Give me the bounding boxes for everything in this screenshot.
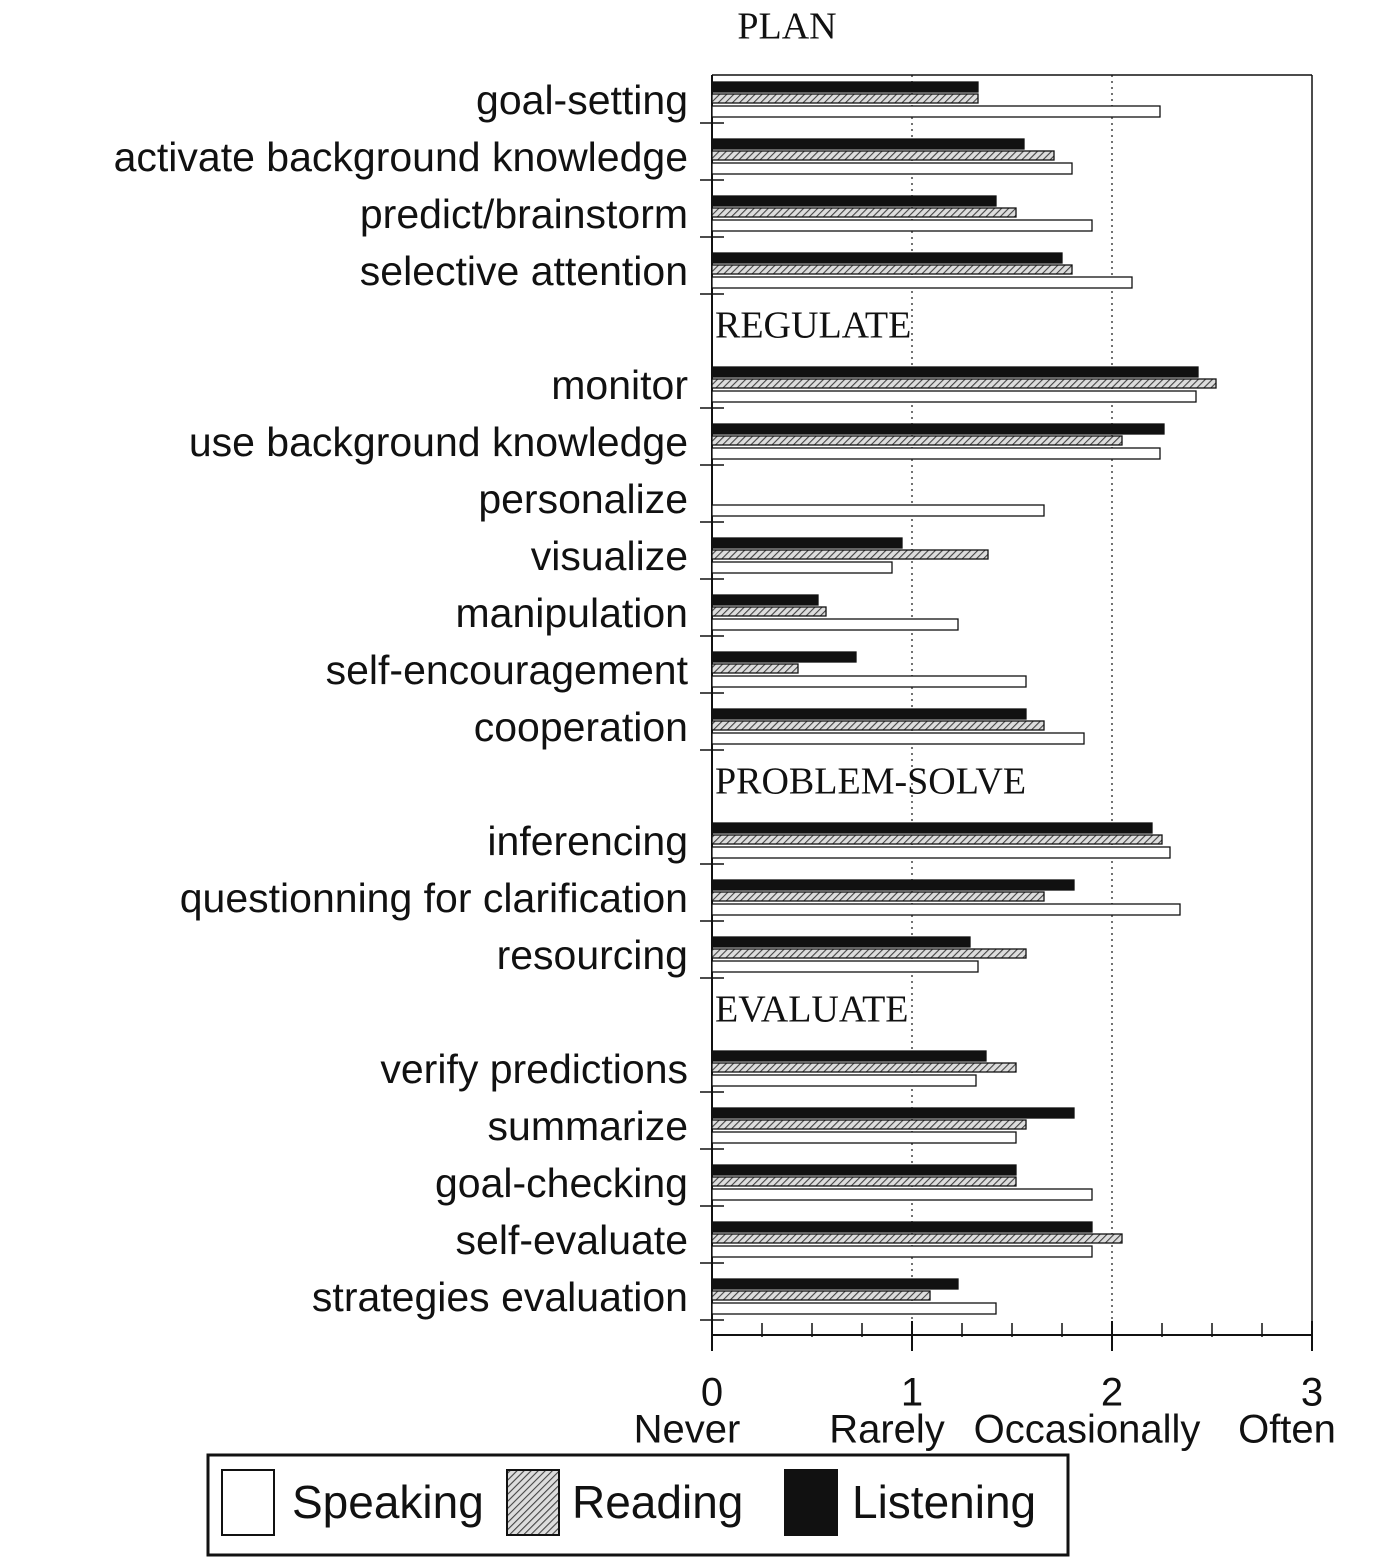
- bar: [711, 720, 1045, 731]
- bar: [711, 936, 971, 948]
- bar: [711, 663, 799, 674]
- section-label: EVALUATE: [715, 989, 909, 1031]
- bar: [711, 618, 959, 631]
- bar: [711, 606, 827, 617]
- x-tick-label: 0: [701, 1371, 723, 1415]
- category-label: personalize: [478, 476, 688, 522]
- category-label: cooperation: [474, 704, 688, 750]
- bar: [711, 834, 1163, 845]
- bar: [711, 960, 979, 973]
- category-label: summarize: [488, 1103, 688, 1149]
- category-label: self-encouragement: [326, 647, 689, 693]
- bar: [711, 537, 903, 549]
- bar: [711, 264, 1073, 275]
- bar: [711, 891, 1045, 902]
- bar: [711, 1221, 1093, 1233]
- category-label: activate background knowledge: [114, 134, 688, 180]
- bar: [711, 1107, 1075, 1119]
- bar: [711, 1233, 1123, 1244]
- x-tick-label: 1: [901, 1371, 923, 1415]
- bar: [711, 1302, 997, 1315]
- legend-label: Listening: [852, 1476, 1036, 1528]
- bar: [711, 822, 1153, 834]
- category-label: goal-setting: [476, 77, 688, 123]
- bar: [711, 81, 979, 93]
- bar: [711, 162, 1073, 175]
- category-label: self-evaluate: [456, 1217, 688, 1263]
- bar: [711, 675, 1027, 688]
- category-label: visualize: [531, 533, 688, 579]
- bar: [711, 948, 1027, 959]
- bar: [711, 549, 989, 560]
- bar: [711, 207, 1017, 218]
- bar: [711, 378, 1217, 389]
- bar: [711, 390, 1197, 403]
- bar: [711, 1176, 1017, 1187]
- category-label: strategies evaluation: [312, 1274, 688, 1320]
- section-label: PROBLEM-SOLVE: [715, 761, 1026, 803]
- bar: [711, 1119, 1027, 1130]
- section-label: PLAN: [737, 6, 836, 48]
- bar: [711, 150, 1055, 161]
- bar: [711, 594, 819, 606]
- bar: [711, 1062, 1017, 1073]
- bar: [711, 1290, 931, 1301]
- category-label: manipulation: [456, 590, 689, 636]
- bar: [711, 846, 1171, 859]
- legend-swatch: [221, 1469, 275, 1536]
- legend-label: Reading: [572, 1476, 743, 1528]
- x-tick-description: Often: [1238, 1408, 1336, 1452]
- legend-label: Speaking: [292, 1476, 484, 1528]
- bar: [711, 708, 1027, 720]
- bar: [711, 423, 1165, 435]
- bar: [711, 1245, 1093, 1258]
- section-label: REGULATE: [715, 305, 911, 347]
- x-tick-label: 3: [1301, 1371, 1323, 1415]
- bar: [711, 93, 979, 104]
- category-label: resourcing: [497, 932, 688, 978]
- bar: [711, 252, 1063, 264]
- bar: [711, 1278, 959, 1290]
- bar: [711, 903, 1181, 916]
- legend-swatch: [784, 1469, 838, 1536]
- bar: [711, 561, 893, 574]
- bar: [711, 1074, 977, 1087]
- x-tick-description: Never: [634, 1408, 741, 1452]
- legend-swatch: [506, 1469, 560, 1536]
- category-label: use background knowledge: [189, 419, 688, 465]
- category-label: predict/brainstorm: [360, 191, 688, 237]
- bar: [711, 1164, 1017, 1176]
- bar: [711, 447, 1161, 460]
- x-tick-description: Occasionally: [974, 1408, 1201, 1452]
- category-label: monitor: [551, 362, 688, 408]
- category-label: goal-checking: [435, 1160, 688, 1206]
- category-label: verify predictions: [380, 1046, 688, 1092]
- bar: [711, 1131, 1017, 1144]
- bar: [711, 276, 1133, 289]
- x-tick-description: Rarely: [829, 1408, 945, 1452]
- category-label: inferencing: [487, 818, 688, 864]
- bar: [711, 435, 1123, 446]
- bar: [711, 879, 1075, 891]
- legend-box: [206, 1453, 1070, 1557]
- bar: [711, 504, 1045, 517]
- category-label: selective attention: [360, 248, 688, 294]
- bar: [711, 219, 1093, 232]
- x-tick-label: 2: [1101, 1371, 1123, 1415]
- bar: [711, 732, 1085, 745]
- bar: [711, 195, 997, 207]
- bar: [711, 105, 1161, 118]
- bar: [711, 651, 857, 663]
- bar: [711, 366, 1199, 378]
- bar: [711, 1050, 987, 1062]
- bar: [711, 138, 1025, 150]
- category-label: questionning for clarification: [180, 875, 688, 921]
- bar: [711, 1188, 1093, 1201]
